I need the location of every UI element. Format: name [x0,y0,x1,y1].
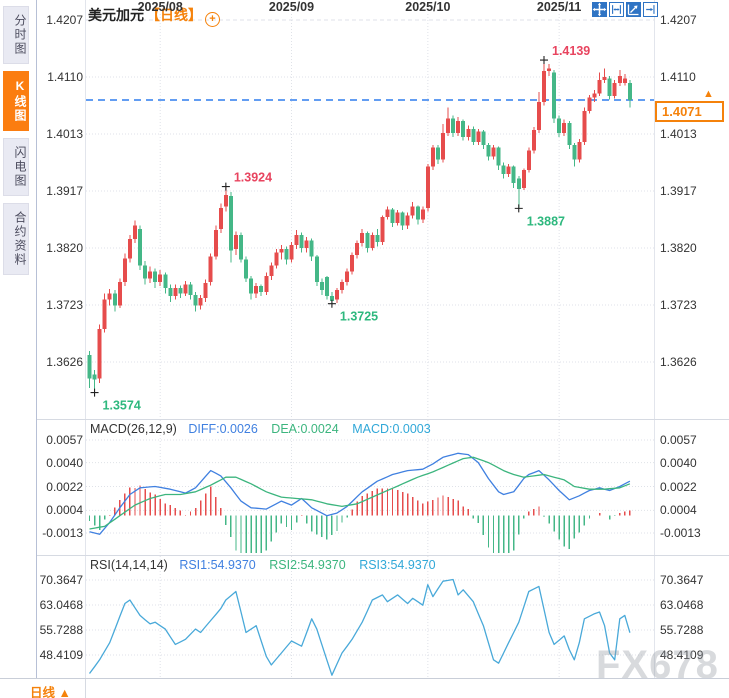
macd-y-axis-label: 0.0022 [46,479,83,494]
macd-y-axis-label: 0.0057 [660,433,697,447]
svg-text:1.3887: 1.3887 [527,214,565,228]
main-y-axis-label: 1.3723 [46,298,83,312]
main-candlestick-panel[interactable]: 1.3574 1.3924 1.3725 1.3887 1.4139 [86,0,654,419]
sidebar-tab-contract-info[interactable]: 合约资料 [3,203,29,275]
main-y-axis-label: 1.4013 [660,127,697,141]
zoom-range-icon[interactable] [609,2,624,17]
main-y-axis-label: 1.4207 [46,13,83,27]
plot-left-border [85,0,86,678]
x-axis-label: 2025/09 [268,0,315,14]
macd-header: MACD(26,12,9) DIFF:0.0026 DEA:0.0024 MAC… [90,422,431,436]
rsi-y-axis-label: 63.0468 [39,597,83,612]
sidebar-tab-lightning-chart[interactable]: 闪电图 [3,138,29,196]
macd-y-axis-label: 0.0040 [46,455,83,470]
auto-scale-icon[interactable] [626,2,641,17]
macd-y-axis-label: 0.0004 [660,503,697,518]
rsi1-value: RSI1:54.9370 [179,558,256,572]
macd-y-axis-label: 0.0022 [660,479,697,494]
macd-dea-value: DEA:0.0024 [271,422,339,436]
main-y-axis-label: 1.3820 [660,241,697,255]
current-price-box: 1.4071 [655,101,724,123]
rsi-y-axis-label: 48.4109 [660,648,704,662]
rsi-y-axis-label: 70.3647 [39,573,83,587]
rsi-y-axis-label: 55.7288 [39,623,83,637]
macd-y-axis-label: -0.0013 [660,526,701,540]
macd-name: MACD(26,12,9) [90,422,177,436]
rsi-panel[interactable] [86,556,654,678]
rsi-panel-divider [37,555,729,556]
rsi-y-axis-label: 70.3647 [660,573,704,587]
main-y-axis-label: 1.3917 [46,184,83,198]
svg-text:1.3574: 1.3574 [103,399,141,413]
main-y-axis-label: 1.3917 [660,184,697,198]
bottom-bar: 日线 ▲ [0,678,729,698]
macd-y-axis-label: -0.0013 [42,526,83,540]
plot-right-border [654,0,655,678]
svg-text:1.3924: 1.3924 [234,171,272,185]
current-price-marker-icon: ▲ [703,88,714,101]
sidebar-tab-time-chart[interactable]: 分时图 [3,6,29,64]
crosshair-move-icon[interactable] [592,2,607,17]
main-y-axis-label: 1.4207 [660,13,697,27]
main-y-axis-label: 1.3626 [660,355,697,369]
macd-y-axis-label: 0.0057 [46,433,83,447]
sidebar: 分时图 K线图 闪电图 合约资料 [0,0,36,698]
main-y-axis-label: 1.4110 [660,70,696,84]
macd-value: MACD:0.0003 [352,422,431,436]
sidebar-tab-kline-chart[interactable]: K线图 [3,71,29,131]
chart-toolbar [592,2,658,17]
macd-diff-value: DIFF:0.0026 [188,422,258,436]
rsi-y-axis-label: 63.0468 [660,597,704,612]
period-selector[interactable]: 日线 ▲ [30,686,71,698]
symbol-name: 美元加元 [88,7,144,23]
main-y-axis-label: 1.4110 [47,70,83,84]
x-axis-label: 2025/10 [405,0,451,14]
macd-panel[interactable] [86,420,654,555]
period-tag: 【日线】 [146,7,202,23]
rsi2-value: RSI2:54.9370 [269,558,346,572]
sidebar-divider [36,0,37,698]
svg-text:1.4139: 1.4139 [552,44,590,58]
rsi-header: RSI(14,14,14) RSI1:54.9370 RSI2:54.9370 … [90,558,436,572]
add-indicator-icon[interactable]: + [205,12,220,27]
macd-panel-divider [37,419,729,420]
main-y-axis-label: 1.3820 [46,241,83,255]
main-y-axis-label: 1.3723 [660,298,697,312]
rsi-y-axis-label: 48.4109 [39,648,83,662]
macd-y-axis-label: 0.0040 [660,455,697,470]
main-y-axis-label: 1.3626 [46,355,83,369]
x-axis-label: 2025/11 [536,0,582,14]
macd-y-axis-label: 0.0004 [46,503,83,518]
svg-text:1.3725: 1.3725 [340,310,378,324]
rsi-name: RSI(14,14,14) [90,558,168,572]
rsi-y-axis-label: 55.7288 [660,623,704,637]
chevron-up-icon: ▲ [58,686,71,698]
main-y-axis-label: 1.4013 [46,127,83,141]
chart-title: 美元加元 【日线】 + [88,5,220,27]
shift-right-icon[interactable] [643,2,658,17]
bottom-bar-divider [85,679,86,698]
x-axis-label: 2025/08 [137,0,183,14]
rsi3-value: RSI3:54.9370 [359,558,436,572]
